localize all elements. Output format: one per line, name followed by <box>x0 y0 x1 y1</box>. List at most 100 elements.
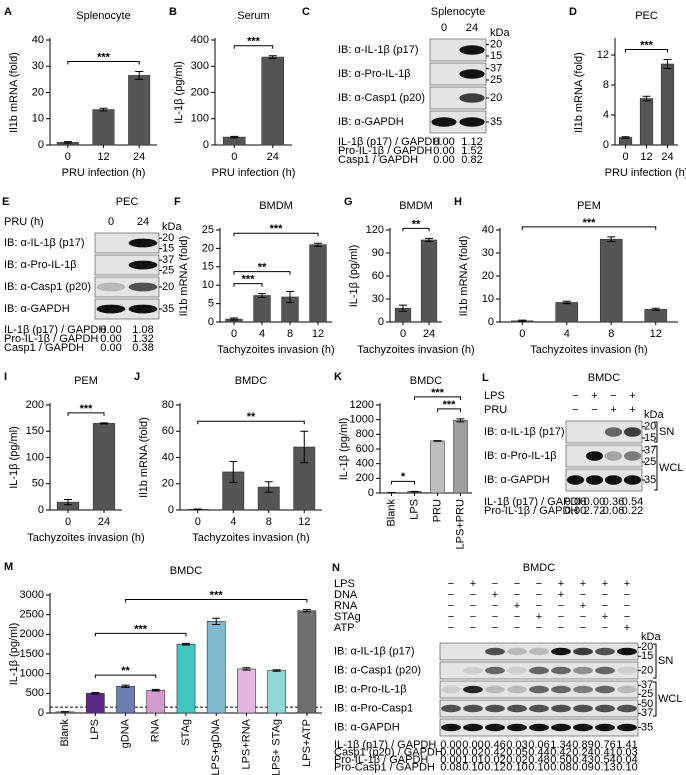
condition-value: − <box>514 578 520 590</box>
y-tick-label: 200 <box>26 399 44 411</box>
chart-title: PEC <box>635 10 658 22</box>
y-tick-label: 8 <box>603 79 609 91</box>
bar <box>206 621 226 714</box>
panel-letter: F <box>174 196 181 208</box>
marker-label: 15 <box>490 50 502 62</box>
blot-title: PEC <box>116 196 139 208</box>
y-tick-label: 1500 <box>20 648 44 660</box>
error-bar <box>121 684 130 688</box>
error-bar <box>135 71 144 80</box>
significance-bracket <box>67 412 105 416</box>
condition-value: − <box>536 589 542 601</box>
row-label: IB: α-Casp1 (p20) <box>334 664 421 676</box>
quant-value: 0.38 <box>132 342 153 354</box>
quant-value: 0.22 <box>622 505 643 517</box>
y-tick-label: 0 <box>378 316 384 328</box>
error-bar <box>91 692 100 695</box>
condition-value: − <box>448 622 454 634</box>
condition-value: − <box>448 600 454 612</box>
marker-label: 20 <box>644 421 656 433</box>
error-bar <box>272 669 281 672</box>
y-tick-label: 20 <box>162 478 174 490</box>
marker-label: 50 <box>641 698 653 710</box>
blot-band <box>529 685 549 694</box>
bar <box>237 668 256 714</box>
chart-title: PEM <box>74 375 98 387</box>
chart-title: BMDM <box>399 200 433 212</box>
condition-label: ATP <box>334 622 355 634</box>
quant-value: 0.02 <box>484 754 505 766</box>
marker-label: 25 <box>644 456 656 468</box>
x-tick-label: 0 <box>195 516 201 528</box>
x-tick-label: 12 <box>298 516 310 528</box>
quant-value: 0.89 <box>572 739 593 751</box>
condition-value: − <box>580 622 586 634</box>
panel-letter: L <box>482 372 489 384</box>
blot-band <box>604 475 623 485</box>
x-axis-label: Tachyzoites invasion (h) <box>530 344 647 356</box>
quant-value: 0.00 <box>565 496 586 508</box>
condition-value: 24 <box>466 22 478 34</box>
condition-value: − <box>470 589 476 601</box>
y-tick-label: 150 <box>26 425 44 437</box>
significance-bracket <box>625 49 668 53</box>
y-tick-label: 20 <box>32 86 44 98</box>
blot-band <box>128 304 158 314</box>
quant-value: 1.34 <box>550 739 571 751</box>
blot-band <box>585 451 604 461</box>
y-tick-label: 4 <box>603 109 609 121</box>
marker-label: 25 <box>641 688 653 700</box>
quant-value: 0.00 <box>440 754 461 766</box>
y-axis-label: Il1b mRNA (fold) <box>573 52 585 133</box>
condition-value: 0 <box>441 22 447 34</box>
condition-value: + <box>470 578 476 590</box>
bar <box>599 238 623 323</box>
condition-value: + <box>558 578 564 590</box>
blot-band <box>96 282 126 292</box>
marker-label: 35 <box>490 116 502 128</box>
y-tick-label: 0 <box>38 707 44 719</box>
condition-value: − <box>492 611 498 623</box>
error-bar <box>621 136 630 139</box>
blot-band <box>529 647 549 656</box>
significance-bracket <box>233 271 291 275</box>
y-axis-label: Il1b mRNA (fold) <box>138 417 150 498</box>
significance-bracket <box>233 232 319 237</box>
y-tick-label: 20 <box>202 242 214 254</box>
panel-letter: G <box>344 196 353 208</box>
quant-label: IL-1β (p17) / GAPDH <box>4 324 106 336</box>
blot-band <box>551 704 571 713</box>
blot-band <box>529 666 549 675</box>
blot-band <box>573 666 593 675</box>
error-bar <box>314 242 322 247</box>
blot-band <box>485 723 505 732</box>
x-tick-label: RNA <box>150 718 162 742</box>
quant-value: 2.72 <box>584 505 605 517</box>
x-tick-label: 8 <box>266 516 272 528</box>
y-tick-label: 60 <box>372 270 384 282</box>
condition-value: + <box>629 390 635 402</box>
row-label: IB: α-GAPDH <box>338 116 404 128</box>
blot-title: Splenocyte <box>431 6 485 18</box>
quant-label: Pro-IL-1β / GAPDH <box>334 754 428 766</box>
error-bar <box>64 499 72 506</box>
marker-label: 15 <box>641 650 653 662</box>
condition-value: − <box>624 600 630 612</box>
blot-band <box>463 685 483 694</box>
marker-label: 20 <box>641 664 653 676</box>
bar <box>660 63 675 146</box>
x-axis-label: PRU infection (h) <box>212 167 296 179</box>
error-bar <box>433 440 442 442</box>
x-tick-label: 12 <box>640 151 652 163</box>
x-tick-label: LPS+PRU <box>454 499 466 549</box>
bar <box>146 689 166 714</box>
bar <box>92 109 115 146</box>
x-tick-label: LPS <box>89 719 101 740</box>
y-tick-label: 30 <box>372 293 384 305</box>
y-tick-label: 5 <box>208 298 214 310</box>
blot-band <box>507 647 527 656</box>
significance-bracket <box>94 632 187 637</box>
y-tick-label: 40 <box>32 34 44 46</box>
blot-strip <box>94 232 160 254</box>
error-bar <box>182 642 190 646</box>
